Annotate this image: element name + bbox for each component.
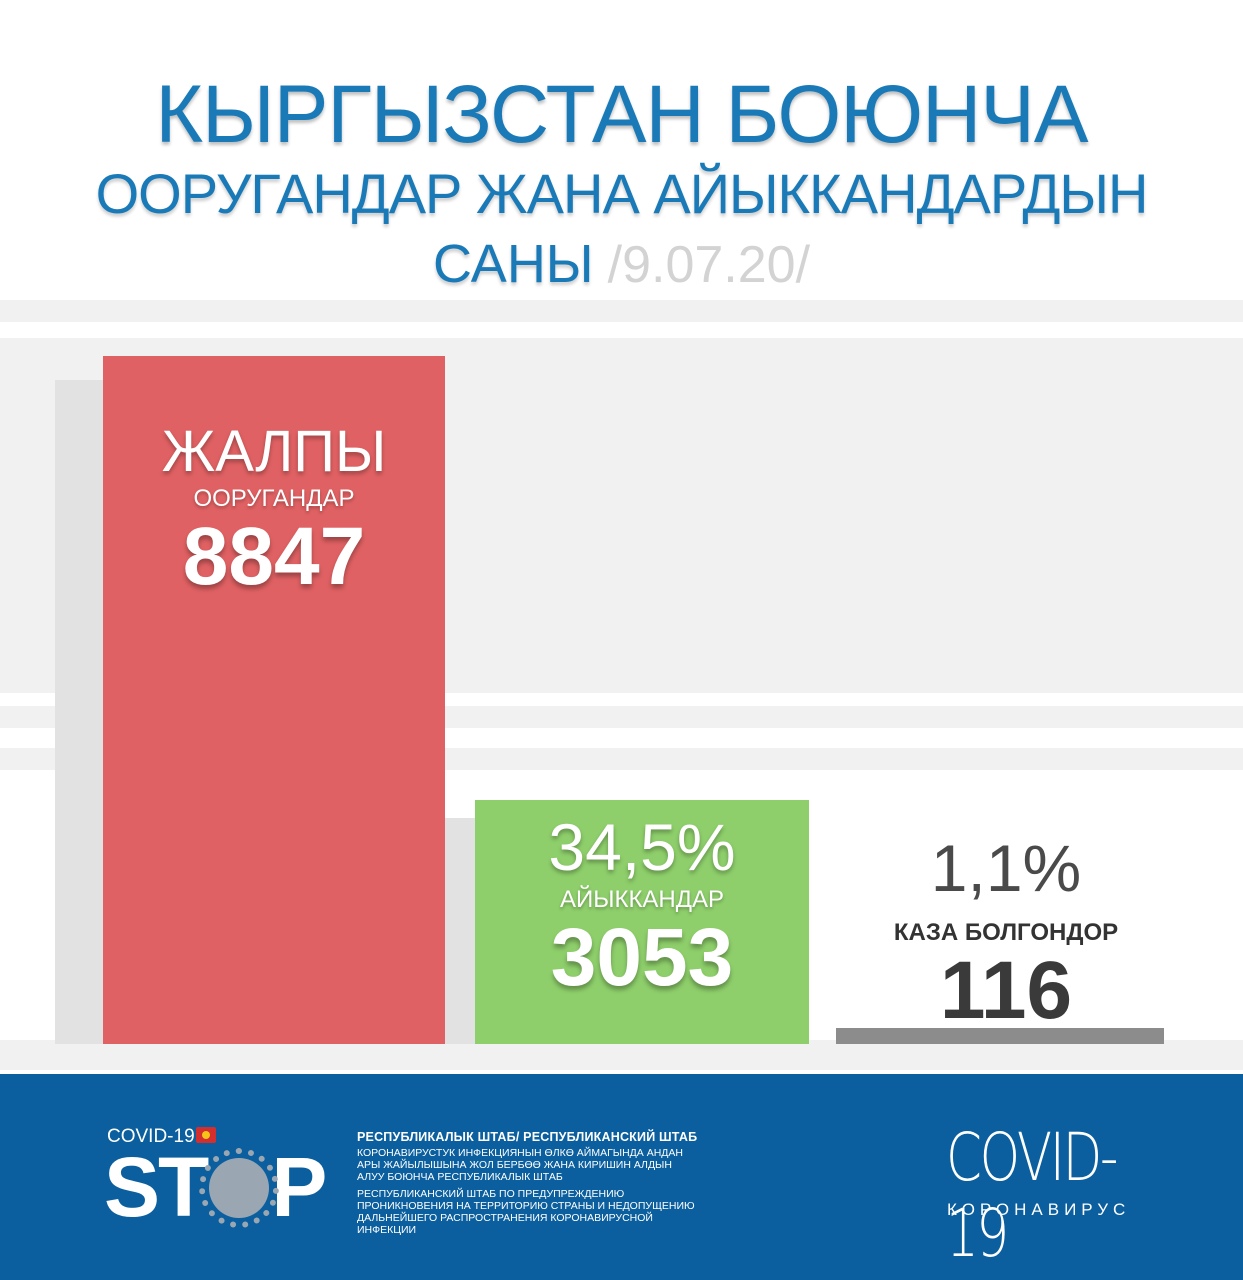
coronavirus-label: КОРОНАВИРУС bbox=[947, 1200, 1131, 1219]
title-line2: ООРУГАНДАР ЖАНА АЙЫККАНДАРДЫН bbox=[95, 162, 1149, 225]
bar-2-percent: 34,5% bbox=[548, 810, 736, 884]
bar-2 bbox=[475, 800, 809, 1044]
description-ky: КОРОНАВИРУСТУК ИНФЕКЦИЯНЫН ӨЛКӨ АЙМАГЫНД… bbox=[357, 1147, 683, 1183]
bar-1-top-label: ЖАЛПЫ bbox=[161, 419, 387, 484]
bar-3 bbox=[836, 1028, 1164, 1044]
background-stripe bbox=[0, 1040, 1243, 1070]
covid-big-label: COVID-19 bbox=[946, 1119, 1118, 1272]
covid-small-label: COVID-19 bbox=[107, 1126, 195, 1147]
bar-2-sub-label: АЙЫККАНДАР bbox=[559, 886, 725, 913]
bar-3-labels: 1,1% КАЗА БОЛГОНДОР 116 bbox=[836, 834, 1176, 1034]
bar-1 bbox=[103, 356, 445, 1044]
bar-chart bbox=[103, 356, 1164, 1044]
virus-icon bbox=[199, 1148, 280, 1228]
title-block: КЫРГЫЗСТАН БОЮНЧА ООРУГАНДАР ЖАНА АЙЫККА… bbox=[0, 0, 1243, 300]
bar-2-value: 3053 bbox=[550, 912, 734, 1003]
stop-logo: ST P bbox=[104, 1140, 327, 1234]
title-date: /9.07.20/ bbox=[607, 236, 811, 294]
stop-logo-st: ST bbox=[104, 1140, 209, 1234]
bar-shadow bbox=[55, 380, 103, 1044]
stop-logo-p: P bbox=[271, 1140, 327, 1234]
bar-1-value: 8847 bbox=[182, 511, 366, 602]
bar-1-sub-label: ООРУГАНДАР bbox=[193, 485, 355, 512]
title-word: САНЫ bbox=[432, 234, 594, 294]
bar-3-percent: 1,1% bbox=[930, 831, 1082, 905]
bar-shadow bbox=[445, 818, 475, 1044]
bar-1-labels: ЖАЛПЫ ООРУГАНДАР 8847 bbox=[104, 420, 444, 600]
chart-area: ЖАЛПЫ ООРУГАНДАР 8847 34,5% АЙЫККАНДАР 3… bbox=[0, 298, 1243, 1070]
title-line3: САНЫ/9.07.20/ bbox=[0, 232, 1243, 297]
title-line1: КЫРГЫЗСТАН БОЮНЧА bbox=[155, 69, 1088, 160]
description-ru: РЕСПУБЛИКАНСКИЙ ШТАБ ПО ПРЕДУПРЕЖДЕНИЮ П… bbox=[357, 1188, 695, 1236]
bar-3-sub-label: КАЗА БОЛГОНДОР bbox=[893, 919, 1119, 946]
kyrgyz-flag-icon bbox=[196, 1127, 216, 1143]
headquarters-title: РЕСПУБЛИКАЛЫК ШТАБ/ РЕСПУБЛИКАНСКИЙ ШТАБ bbox=[357, 1130, 698, 1144]
bar-2-labels: 34,5% АЙЫККАНДАР 3053 bbox=[476, 813, 808, 1001]
background-stripe bbox=[0, 300, 1243, 322]
bar-3-value: 116 bbox=[939, 945, 1073, 1036]
